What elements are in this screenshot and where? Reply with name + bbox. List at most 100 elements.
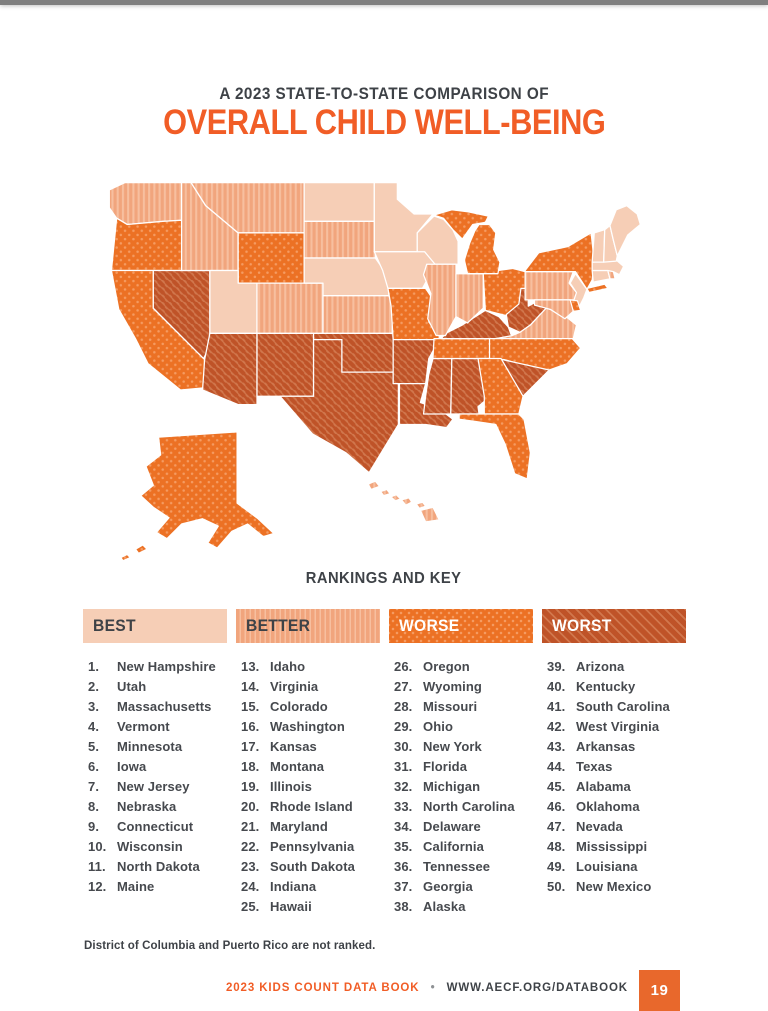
ranking-state: Maine xyxy=(117,878,155,894)
page-number-badge: 19 xyxy=(639,970,680,1011)
ranking-row: 25. Hawaii xyxy=(236,896,380,916)
legend-swatch-best: BEST xyxy=(83,609,227,643)
footer: 2023 KIDS COUNT DATA BOOK • WWW.AECF.ORG… xyxy=(226,982,628,994)
ranking-state: Ohio xyxy=(423,718,454,734)
ranking-row: 10. Wisconsin xyxy=(83,836,227,856)
ranking-row: 46. Oklahoma xyxy=(542,796,686,816)
ranking-rank: 3. xyxy=(88,698,100,714)
ranking-rank: 24. xyxy=(241,878,260,894)
column-worst: WORST 39. Arizona 40. Kentucky 41. South Caro… xyxy=(542,609,686,916)
legend-swatch-worse: WORSE xyxy=(389,609,533,643)
ranking-state: Oregon xyxy=(423,658,470,674)
state-kansas xyxy=(322,295,393,335)
ranking-row: 39. Arizona xyxy=(542,656,686,676)
ranking-row: 15. Colorado xyxy=(236,696,380,716)
ranking-state: Louisiana xyxy=(576,858,638,874)
ranking-state: Alaska xyxy=(423,898,466,914)
ranking-rank: 13. xyxy=(241,658,260,674)
state-texas xyxy=(279,339,400,474)
ranking-row: 11. North Dakota xyxy=(83,856,227,876)
ranking-rank: 11. xyxy=(88,858,106,874)
ranking-state: Rhode Island xyxy=(270,798,353,814)
footer-separator: • xyxy=(430,982,436,994)
ranking-row: 7. New Jersey xyxy=(83,776,227,796)
ranking-state: South Dakota xyxy=(270,858,355,874)
column-worse: WORSE 26. Oregon 27. Wyoming 28. Missouri 29. O… xyxy=(389,609,533,916)
list-better: 13. Idaho 14. Virginia 15. Colorado 16. Washing… xyxy=(236,656,380,916)
ranking-row: 27. Wyoming xyxy=(389,676,533,696)
ranking-state: Georgia xyxy=(423,878,473,894)
ranking-rank: 21. xyxy=(241,818,260,834)
ranking-rank: 9. xyxy=(88,818,100,834)
state-north-dakota xyxy=(303,181,375,222)
ranking-rank: 36. xyxy=(394,858,413,874)
ranking-state: Washington xyxy=(270,718,345,734)
column-best: BEST 1. New Hampshire 2. Utah 3. Massachusett… xyxy=(83,609,227,916)
legend-swatch-worst: WORST xyxy=(542,609,686,643)
footer-url[interactable]: WWW.AECF.ORG/DATABOOK xyxy=(446,982,628,994)
ranking-state: Illinois xyxy=(270,778,312,794)
ranking-state: Utah xyxy=(117,678,147,694)
footer-book-title: 2023 KIDS COUNT DATA BOOK xyxy=(225,982,420,994)
ranking-state: Alabama xyxy=(576,778,631,794)
ranking-rank: 22. xyxy=(241,838,260,854)
ranking-state: Oklahoma xyxy=(576,798,640,814)
ranking-state: North Dakota xyxy=(117,858,200,874)
ranking-row: 41. South Carolina xyxy=(542,696,686,716)
ranking-state: Kansas xyxy=(270,738,317,754)
ranking-row: 21. Maryland xyxy=(236,816,380,836)
ranking-row: 34. Delaware xyxy=(389,816,533,836)
ranking-rank: 7. xyxy=(88,778,100,794)
ranking-state: Pennsylvania xyxy=(270,838,355,854)
ranking-row: 1. New Hampshire xyxy=(83,656,227,676)
ranking-rank: 26. xyxy=(394,658,413,674)
ranking-state: South Carolina xyxy=(576,698,670,714)
viewer-top-border xyxy=(0,0,768,5)
ranking-state: Florida xyxy=(423,758,468,774)
ranking-state: Connecticut xyxy=(117,818,194,834)
state-new-mexico xyxy=(256,332,315,397)
ranking-row: 37. Georgia xyxy=(389,876,533,896)
ranking-row: 50. New Mexico xyxy=(542,876,686,896)
ranking-state: New York xyxy=(423,738,482,754)
ranking-rank: 40. xyxy=(547,678,566,694)
state-south-dakota xyxy=(303,220,376,259)
ranking-row: 26. Oregon xyxy=(389,656,533,676)
ranking-row: 36. Tennessee xyxy=(389,856,533,876)
legend-label-best: BEST xyxy=(93,616,136,635)
ranking-rank: 14. xyxy=(241,678,260,694)
ranking-state: Nevada xyxy=(576,818,623,834)
ranking-rank: 45. xyxy=(547,778,566,794)
ranking-row: 4. Vermont xyxy=(83,716,227,736)
rankings-key-heading-text: RANKINGS AND KEY xyxy=(306,570,462,587)
ranking-state: Arkansas xyxy=(576,738,636,754)
ranking-state: Hawaii xyxy=(270,898,312,914)
ranking-row: 20. Rhode Island xyxy=(236,796,380,816)
ranking-rank: 8. xyxy=(88,798,100,814)
state-colorado xyxy=(256,282,324,335)
state-michigan xyxy=(433,209,501,275)
page-title-text: OVERALL CHILD WELL-BEING xyxy=(162,103,606,142)
ranking-state: Massachusetts xyxy=(117,698,212,714)
ranking-row: 49. Louisiana xyxy=(542,856,686,876)
ranking-rank: 43. xyxy=(547,738,566,754)
ranking-rank: 5. xyxy=(88,738,100,754)
ranking-state: New Mexico xyxy=(576,878,652,894)
ranking-state: Michigan xyxy=(423,778,481,794)
ranking-row: 44. Texas xyxy=(542,756,686,776)
ranking-rank: 49. xyxy=(547,858,566,874)
ranking-row: 43. Arkansas xyxy=(542,736,686,756)
state-hawaii xyxy=(367,480,440,523)
state-alaska xyxy=(120,431,275,562)
ranking-rank: 2. xyxy=(88,678,100,694)
ranking-rank: 30. xyxy=(394,738,413,754)
state-shapes xyxy=(108,181,641,562)
state-maine xyxy=(609,204,641,257)
list-worse: 26. Oregon 27. Wyoming 28. Missouri 29. Ohio 30.… xyxy=(389,656,533,916)
ranking-rank: 28. xyxy=(394,698,413,714)
ranking-row: 17. Kansas xyxy=(236,736,380,756)
ranking-rank: 33. xyxy=(394,798,413,814)
ranking-rank: 25. xyxy=(241,898,260,914)
ranking-row: 28. Missouri xyxy=(389,696,533,716)
ranking-row: 3. Massachusetts xyxy=(83,696,227,716)
